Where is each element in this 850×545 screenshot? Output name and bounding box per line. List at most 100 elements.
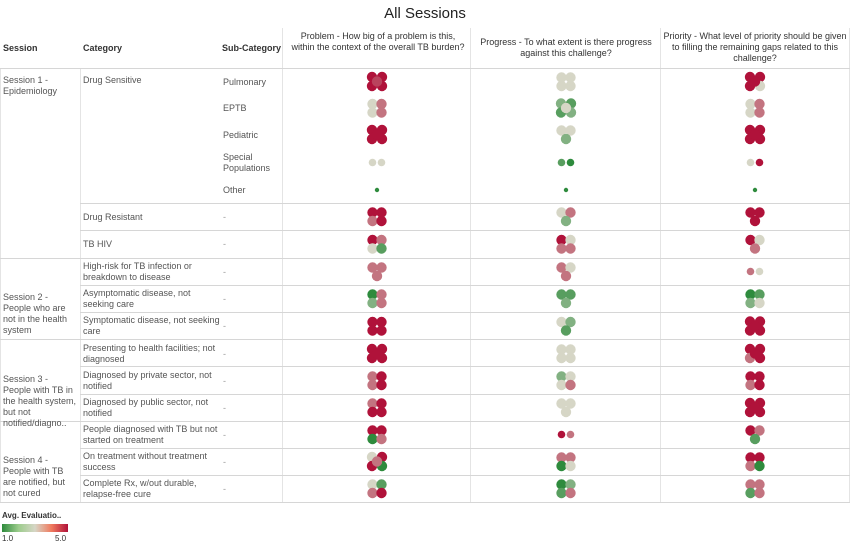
priority-bubble[interactable]: [749, 348, 761, 359]
priority-bubble[interactable]: [754, 98, 765, 110]
priority-bubble[interactable]: [752, 187, 758, 193]
progress-bubble[interactable]: [556, 344, 567, 355]
progress-bubble[interactable]: [565, 234, 576, 246]
problem-bubble[interactable]: [376, 316, 387, 328]
problem-bubble[interactable]: [367, 316, 378, 328]
problem-bubble[interactable]: [367, 98, 378, 110]
progress-bubble[interactable]: [566, 158, 575, 167]
priority-bubble[interactable]: [745, 289, 756, 300]
progress-bubble[interactable]: [556, 80, 567, 92]
progress-bubble[interactable]: [565, 262, 576, 273]
priority-bubble[interactable]: [754, 297, 765, 309]
problem-bubble[interactable]: [371, 270, 383, 282]
progress-bubble[interactable]: [565, 289, 576, 300]
problem-bubble[interactable]: [376, 107, 387, 118]
problem-bubble[interactable]: [376, 262, 387, 273]
progress-bubble[interactable]: [556, 289, 567, 300]
problem-bubble[interactable]: [376, 207, 387, 218]
problem-bubble[interactable]: [371, 456, 383, 467]
problem-bubble[interactable]: [371, 348, 383, 359]
problem-bubble[interactable]: [376, 398, 387, 409]
priority-bubble[interactable]: [754, 107, 765, 118]
progress-bubble[interactable]: [556, 479, 567, 490]
priority-bubble[interactable]: [749, 433, 761, 445]
progress-bubble[interactable]: [565, 344, 576, 355]
progress-bubble[interactable]: [565, 243, 576, 254]
progress-bubble[interactable]: [565, 352, 576, 364]
priority-bubble[interactable]: [754, 207, 765, 218]
problem-bubble[interactable]: [367, 207, 378, 218]
problem-bubble[interactable]: [367, 215, 378, 227]
problem-bubble[interactable]: [376, 487, 387, 499]
priority-bubble[interactable]: [749, 215, 761, 227]
progress-bubble[interactable]: [556, 371, 567, 382]
progress-bubble[interactable]: [565, 371, 576, 382]
priority-bubble[interactable]: [754, 425, 765, 436]
progress-bubble[interactable]: [566, 430, 575, 439]
progress-bubble[interactable]: [556, 316, 567, 328]
problem-bubble[interactable]: [367, 379, 378, 391]
progress-bubble[interactable]: [560, 270, 572, 282]
progress-bubble[interactable]: [556, 72, 567, 83]
priority-bubble[interactable]: [745, 452, 756, 463]
progress-bubble[interactable]: [556, 487, 567, 499]
problem-bubble[interactable]: [367, 325, 378, 336]
priority-bubble[interactable]: [754, 479, 765, 490]
problem-bubble[interactable]: [367, 425, 378, 436]
priority-bubble[interactable]: [754, 234, 765, 246]
priority-bubble[interactable]: [745, 479, 756, 490]
problem-bubble[interactable]: [376, 425, 387, 436]
problem-bubble[interactable]: [367, 479, 378, 490]
problem-bubble[interactable]: [376, 325, 387, 336]
progress-bubble[interactable]: [565, 72, 576, 83]
problem-bubble[interactable]: [376, 98, 387, 110]
progress-bubble[interactable]: [565, 379, 576, 391]
problem-bubble[interactable]: [371, 76, 383, 87]
progress-bubble[interactable]: [560, 215, 572, 227]
priority-bubble[interactable]: [746, 267, 755, 276]
problem-bubble[interactable]: [367, 371, 378, 382]
priority-bubble[interactable]: [745, 107, 756, 118]
progress-bubble[interactable]: [563, 187, 569, 193]
progress-bubble[interactable]: [556, 460, 567, 472]
priority-bubble[interactable]: [754, 460, 765, 472]
priority-bubble[interactable]: [749, 76, 761, 87]
problem-bubble[interactable]: [376, 215, 387, 227]
problem-bubble[interactable]: [367, 398, 378, 409]
problem-bubble[interactable]: [367, 289, 378, 300]
priority-bubble[interactable]: [745, 98, 756, 110]
problem-bubble[interactable]: [368, 158, 377, 167]
priority-bubble[interactable]: [745, 297, 756, 309]
progress-bubble[interactable]: [565, 452, 576, 463]
progress-bubble[interactable]: [565, 398, 576, 409]
progress-bubble[interactable]: [556, 207, 567, 218]
progress-bubble[interactable]: [557, 430, 566, 439]
priority-bubble[interactable]: [745, 371, 756, 382]
progress-bubble[interactable]: [557, 158, 566, 167]
progress-bubble[interactable]: [560, 297, 572, 309]
progress-bubble[interactable]: [565, 460, 576, 472]
priority-bubble[interactable]: [754, 487, 765, 499]
priority-bubble[interactable]: [745, 460, 756, 472]
problem-bubble[interactable]: [376, 297, 387, 309]
problem-bubble[interactable]: [367, 107, 378, 118]
problem-bubble[interactable]: [367, 243, 378, 254]
priority-bubble[interactable]: [754, 289, 765, 300]
progress-bubble[interactable]: [565, 80, 576, 92]
progress-bubble[interactable]: [556, 398, 567, 409]
priority-bubble[interactable]: [745, 379, 756, 391]
priority-bubble[interactable]: [745, 234, 756, 246]
progress-bubble[interactable]: [556, 234, 567, 246]
progress-bubble[interactable]: [556, 262, 567, 273]
problem-bubble[interactable]: [367, 234, 378, 246]
problem-bubble[interactable]: [377, 158, 386, 167]
priority-bubble[interactable]: [745, 425, 756, 436]
problem-bubble[interactable]: [367, 262, 378, 273]
problem-bubble[interactable]: [367, 297, 378, 309]
progress-bubble[interactable]: [565, 487, 576, 499]
problem-bubble[interactable]: [376, 433, 387, 445]
progress-bubble[interactable]: [565, 125, 576, 136]
priority-bubble[interactable]: [749, 402, 761, 413]
priority-bubble[interactable]: [745, 207, 756, 218]
priority-bubble[interactable]: [749, 243, 761, 254]
